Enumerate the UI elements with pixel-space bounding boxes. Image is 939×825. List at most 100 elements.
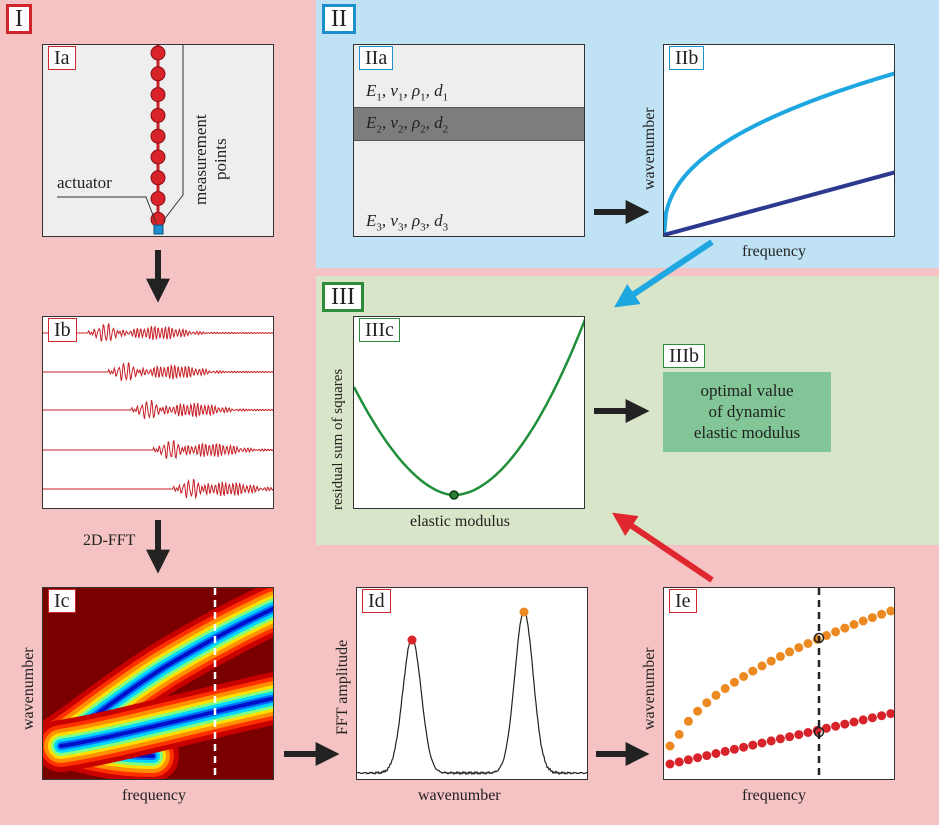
spectrum-band: [59, 696, 273, 748]
measurement-point: [150, 170, 166, 186]
layer-3-params: E3, v3, ρ3, d3: [366, 211, 449, 234]
panel-Ie-xlabel: frequency: [742, 787, 806, 804]
panel-IIb: [663, 44, 895, 237]
dispersion-point-red: [683, 755, 693, 765]
dispersion-point-orange: [720, 684, 730, 693]
measurement-point: [150, 107, 166, 123]
arrow-Ie-to-IIIc: [612, 512, 714, 583]
dispersion-point-red: [674, 757, 684, 767]
seismogram-trace: [43, 323, 273, 343]
panel-Ic-tag: Ic: [48, 589, 76, 613]
panel-Id-tag: Id: [362, 589, 391, 613]
panel-IIIb-tag: IIIb: [663, 344, 705, 368]
dispersion-point-orange: [794, 643, 804, 653]
panel-Id-xlabel: wavenumber: [418, 787, 501, 804]
panel-Ic-spectrum: [43, 588, 273, 779]
dispersion-point-orange: [766, 656, 776, 666]
panel-Ie-tag: Ie: [669, 589, 697, 613]
dispersion-point-orange: [665, 741, 675, 751]
dispersion-point-red: [693, 753, 703, 763]
dispersion-point-red: [858, 715, 868, 725]
dispersion-point-red: [748, 740, 758, 750]
panel-IIIc: [353, 316, 585, 509]
dispersion-point-red: [849, 717, 859, 727]
dispersion-point-red: [803, 728, 813, 737]
panel-Ib: [42, 316, 274, 509]
layer-1-params: E1, v1, ρ1, d1: [366, 81, 449, 104]
residual-curve: [354, 318, 584, 497]
dispersion-point-red: [757, 738, 767, 748]
dispersion-point-orange: [711, 690, 721, 700]
dispersion-point-orange: [748, 666, 758, 676]
panel-IIb-model-curves: [664, 71, 894, 236]
dispersion-point-red: [867, 713, 877, 723]
dispersion-point-red: [702, 751, 712, 761]
measurement-point: [150, 45, 166, 61]
dispersion-point-orange: [785, 647, 795, 657]
panel-Ib-tag: Ib: [48, 318, 77, 342]
seismogram-trace: [43, 440, 273, 460]
actuator-leader-line: [57, 196, 157, 224]
panel-IIa: E1, v1, ρ1, d1 E2, v2, ρ2, d2 E3, v3, ρ3…: [353, 44, 585, 237]
dispersion-point-orange: [693, 706, 703, 716]
dispersion-point-orange: [674, 729, 684, 739]
dispersion-point-orange: [729, 677, 739, 687]
measurement-point: [150, 191, 166, 207]
panel-Ia-tag: Ia: [48, 46, 76, 70]
minimum-marker: [449, 490, 459, 500]
dispersion-point-orange: [886, 606, 894, 616]
slice-point-red: [813, 726, 825, 738]
dispersion-point-orange: [831, 627, 841, 637]
measurement-point: [150, 87, 166, 103]
seismogram-trace: [43, 478, 273, 500]
dispersion-point-red: [886, 709, 894, 719]
dispersion-point-red: [665, 759, 675, 769]
seismogram-trace: [43, 399, 273, 420]
label-2d-fft: 2D-FFT: [83, 532, 136, 549]
slice-point-orange: [813, 632, 825, 644]
panel-IIb-xlabel: frequency: [742, 243, 806, 260]
result-line-2: of dynamic: [708, 402, 786, 421]
seismogram-trace: [43, 362, 273, 382]
measurement-point: [150, 128, 166, 144]
dispersion-point-red: [794, 730, 804, 740]
measurement-points-group: [150, 45, 166, 227]
panel-Ic: [42, 587, 274, 780]
panel-IIIc-residual-curve: [354, 318, 584, 500]
dispersion-point-orange: [858, 616, 868, 626]
model-curve-lower: [664, 170, 894, 236]
panel-Id-fft-amplitude: [357, 607, 587, 776]
arrow-IIb-to-IIIc: [614, 239, 714, 308]
model-curve-upper: [664, 71, 894, 236]
region-II-tag: II: [322, 4, 356, 34]
panel-Ia-drawing: [57, 45, 184, 235]
dispersion-point-red: [766, 736, 776, 746]
actuator-marker: [153, 224, 164, 235]
dispersion-point-orange: [803, 639, 813, 648]
dispersion-point-red: [877, 711, 887, 721]
panel-IIIb-result-box: optimal value of dynamic elastic modulus: [663, 372, 831, 452]
dispersion-point-orange: [849, 620, 859, 629]
dispersion-point-red: [775, 734, 785, 744]
dispersion-point-red: [720, 746, 730, 756]
panel-Id: [356, 587, 588, 780]
panel-IIIc-xlabel: elastic modulus: [410, 513, 510, 530]
panel-Ia: actuator measurement points: [42, 44, 274, 237]
panel-IIIc-tag: IIIc: [359, 318, 400, 342]
dispersion-point-orange: [775, 651, 785, 661]
panel-IIa-tag: IIa: [359, 46, 394, 70]
dispersion-point-red: [739, 742, 749, 752]
result-line-1: optimal value: [700, 381, 794, 400]
dispersion-point-orange: [840, 623, 850, 633]
dispersion-point-orange: [867, 613, 877, 623]
panel-IIb-tag: IIb: [669, 46, 705, 70]
dispersion-point-orange: [702, 698, 712, 708]
measurement-point: [150, 66, 166, 82]
panel-Ie: [663, 587, 895, 780]
dispersion-point-red: [831, 721, 841, 731]
panel-Ie-dispersion-points: [665, 588, 894, 779]
panel-Ib-seismograms: [43, 323, 273, 500]
region-I-tag: I: [6, 4, 32, 34]
dispersion-point-red: [821, 723, 831, 733]
